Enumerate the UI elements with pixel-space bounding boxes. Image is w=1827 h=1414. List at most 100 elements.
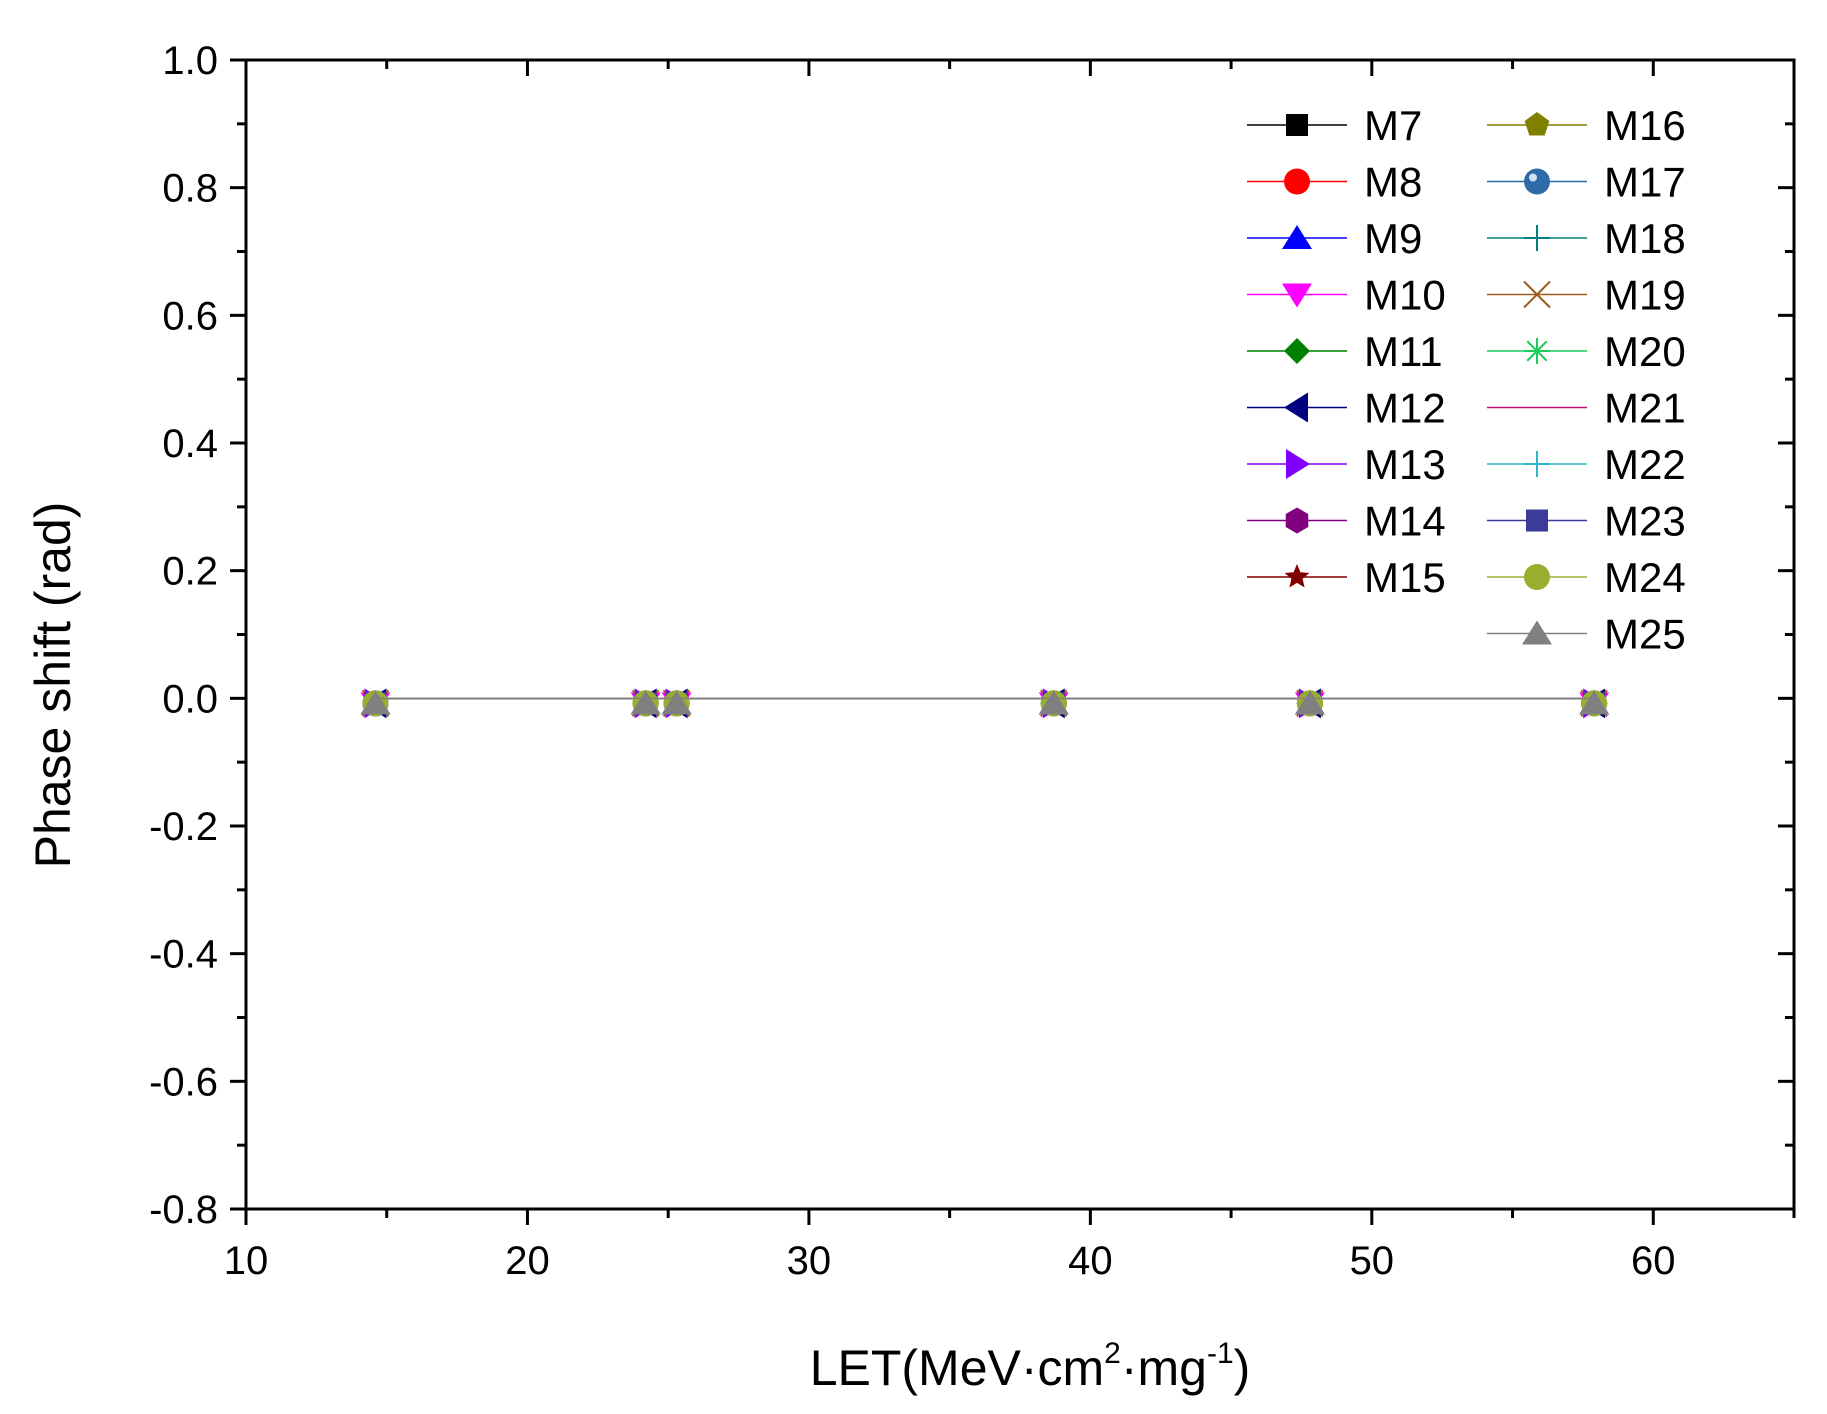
legend-item-M23: M23 xyxy=(1487,498,1686,545)
legend-item-M20: M20 xyxy=(1487,328,1686,375)
legend-marker-M20 xyxy=(1524,338,1550,364)
legend-marker-M18 xyxy=(1524,225,1550,251)
legend-item-M19: M19 xyxy=(1487,272,1686,319)
legend-marker-M10 xyxy=(1282,283,1312,308)
legend-label: M10 xyxy=(1364,272,1446,319)
series-layer xyxy=(360,688,1610,719)
series-M13 xyxy=(364,688,1608,719)
legend-marker-M24 xyxy=(1524,564,1550,590)
tick-layer: 10 20 30 40 50 60 1.0 0.8 0.6 0.4 0.2 0.0 -0.2 -0.4 -0… xyxy=(149,39,1796,1283)
legend-marker-M7 xyxy=(1286,114,1308,136)
y-axis-title: Phase shift (rad) xyxy=(25,502,81,869)
series-M11 xyxy=(362,690,1608,717)
y-tick-label: 0.4 xyxy=(162,422,218,466)
legend-label: M11 xyxy=(1364,328,1443,375)
legend-label: M22 xyxy=(1604,441,1686,488)
x-tick-label: 20 xyxy=(505,1239,550,1283)
legend-item-M7: M7 xyxy=(1247,102,1422,149)
plot-frame xyxy=(244,58,1796,1211)
legend-item-M22: M22 xyxy=(1487,441,1686,488)
legend-marker-M25 xyxy=(1522,620,1552,645)
x-axis-title-sup2: -1 xyxy=(1207,1337,1234,1370)
legend-label: M7 xyxy=(1364,102,1422,149)
series-M7 xyxy=(364,692,1606,715)
x-tick-label: 10 xyxy=(224,1239,269,1283)
legend-item-M18: M18 xyxy=(1487,215,1686,262)
legend-label: M15 xyxy=(1364,554,1446,601)
data-point-M25 xyxy=(1579,690,1610,715)
series-M24 xyxy=(362,690,1608,717)
legend-marker-M17 xyxy=(1524,168,1550,195)
y-tick-label: 1.0 xyxy=(162,39,218,83)
series-M22 xyxy=(362,690,1608,717)
legend-item-M11: M11 xyxy=(1247,328,1443,375)
legend-label: M14 xyxy=(1364,498,1446,545)
x-axis-title-middle: ·mg xyxy=(1121,1340,1207,1396)
x-axis-title: LET(MeV·cm2·mg-1) xyxy=(810,1337,1251,1396)
legend-marker-M16 xyxy=(1524,112,1550,136)
legend-marker-M12 xyxy=(1284,392,1308,423)
legend-marker-M19 xyxy=(1523,280,1551,309)
legend-label: M20 xyxy=(1604,328,1686,375)
data-point-M25 xyxy=(360,690,391,715)
legend-item-M17: M17 xyxy=(1487,159,1686,206)
series-M20 xyxy=(362,690,1608,717)
legend-marker-M9 xyxy=(1282,225,1312,249)
legend-item-M25: M25 xyxy=(1487,611,1686,658)
legend-label: M12 xyxy=(1364,385,1446,432)
y-tick-label: -0.8 xyxy=(149,1188,218,1232)
legend-label: M24 xyxy=(1604,554,1686,601)
legend-marker-M23 xyxy=(1526,509,1548,532)
legend-label: M9 xyxy=(1364,215,1422,262)
legend-label: M16 xyxy=(1604,102,1686,149)
legend-marker-M8 xyxy=(1284,168,1310,195)
legend-item-M16: M16 xyxy=(1487,102,1686,149)
x-tick-label: 50 xyxy=(1350,1239,1395,1283)
legend-item-M12: M12 xyxy=(1247,385,1446,432)
legend-item-M15: M15 xyxy=(1247,554,1446,601)
data-point-M25 xyxy=(1294,690,1325,715)
series-M8 xyxy=(362,690,1608,717)
x-axis-title-suffix: ) xyxy=(1234,1340,1251,1396)
legend-label: M21 xyxy=(1604,385,1686,432)
series-M15 xyxy=(363,690,1607,714)
y-tick-label: -0.2 xyxy=(149,805,218,849)
legend-marker-M14 xyxy=(1285,507,1309,534)
series-M16 xyxy=(363,690,1607,714)
data-point-M25 xyxy=(1038,690,1069,715)
legend-marker-M11 xyxy=(1284,338,1310,364)
legend-label: M19 xyxy=(1604,272,1686,319)
x-tick-label: 30 xyxy=(787,1239,832,1283)
series-M12 xyxy=(362,688,1606,719)
legend-label: M8 xyxy=(1364,159,1422,206)
legend-item-M13: M13 xyxy=(1247,441,1446,488)
y-tick-label: 0.0 xyxy=(162,677,218,721)
series-M23 xyxy=(364,692,1606,715)
series-M18 xyxy=(362,690,1608,717)
data-point-M25 xyxy=(661,690,692,715)
legend: M7 M8 M9 M10 M11 M12 M13 M14 M15 M16 M17 M18 M19 M20 M… xyxy=(1247,102,1686,658)
series-M9 xyxy=(360,690,1610,715)
y-tick-label: 0.6 xyxy=(162,294,218,338)
x-axis-title-sup1: 2 xyxy=(1104,1337,1121,1370)
series-M10 xyxy=(360,692,1610,717)
legend-item-M8: M8 xyxy=(1247,159,1422,206)
legend-item-M24: M24 xyxy=(1487,554,1686,601)
x-tick-label: 60 xyxy=(1631,1239,1676,1283)
legend-item-M10: M10 xyxy=(1247,272,1446,319)
y-tick-label: -0.4 xyxy=(149,933,218,977)
legend-item-M21: M21 xyxy=(1487,385,1686,432)
series-M14 xyxy=(364,690,1606,717)
y-tick-label: -0.6 xyxy=(149,1060,218,1104)
legend-marker-M17-highlight xyxy=(1529,173,1537,182)
legend-label: M25 xyxy=(1604,611,1686,658)
legend-label: M13 xyxy=(1364,441,1446,488)
legend-item-M9: M9 xyxy=(1247,215,1422,262)
series-M17 xyxy=(362,690,1608,717)
legend-label: M18 xyxy=(1604,215,1686,262)
y-tick-label: 0.2 xyxy=(162,550,218,594)
legend-marker-M13 xyxy=(1286,449,1310,479)
x-tick-label: 40 xyxy=(1068,1239,1113,1283)
